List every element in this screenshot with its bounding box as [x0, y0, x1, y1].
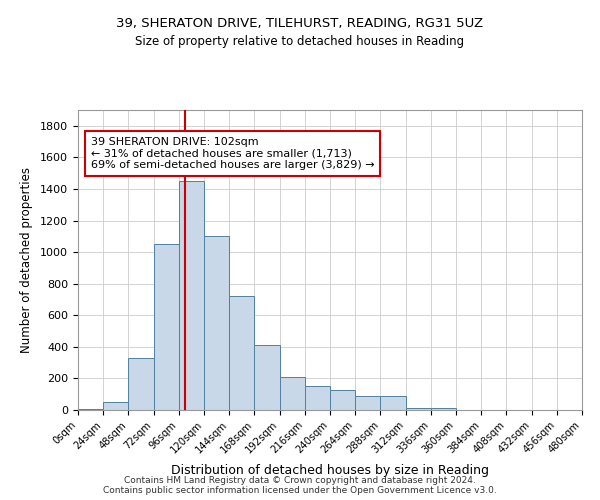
- Bar: [204, 236, 229, 410]
- Text: Contains public sector information licensed under the Open Government Licence v3: Contains public sector information licen…: [103, 486, 497, 495]
- Text: 39 SHERATON DRIVE: 102sqm
← 31% of detached houses are smaller (1,713)
69% of se: 39 SHERATON DRIVE: 102sqm ← 31% of detac…: [91, 137, 374, 170]
- Bar: [280, 377, 305, 410]
- Y-axis label: Number of detached properties: Number of detached properties: [20, 167, 33, 353]
- Bar: [229, 296, 254, 410]
- Bar: [154, 244, 179, 410]
- Text: Contains HM Land Registry data © Crown copyright and database right 2024.: Contains HM Land Registry data © Crown c…: [124, 476, 476, 485]
- Bar: [179, 181, 204, 410]
- Text: 39, SHERATON DRIVE, TILEHURST, READING, RG31 5UZ: 39, SHERATON DRIVE, TILEHURST, READING, …: [116, 18, 484, 30]
- X-axis label: Distribution of detached houses by size in Reading: Distribution of detached houses by size …: [171, 464, 489, 476]
- Bar: [78, 409, 103, 410]
- Bar: [406, 408, 431, 410]
- Bar: [431, 408, 456, 410]
- Bar: [380, 396, 406, 410]
- Bar: [103, 402, 128, 410]
- Bar: [355, 396, 380, 410]
- Bar: [254, 346, 280, 410]
- Bar: [305, 386, 330, 410]
- Text: Size of property relative to detached houses in Reading: Size of property relative to detached ho…: [136, 35, 464, 48]
- Bar: [330, 390, 355, 410]
- Bar: [128, 358, 154, 410]
